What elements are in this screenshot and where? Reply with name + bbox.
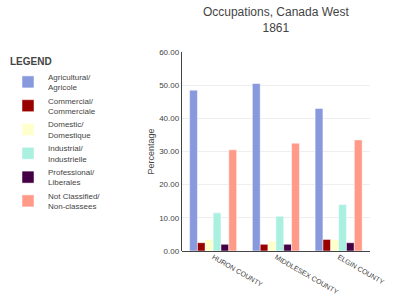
svg-text:20.00: 20.00 <box>159 180 180 189</box>
svg-text:Domestic/Domestique: Domestic/Domestique <box>48 120 91 139</box>
svg-text:50.00: 50.00 <box>159 81 180 90</box>
svg-text:HURON COUNTY: HURON COUNTY <box>211 253 264 288</box>
svg-text:0.00: 0.00 <box>164 247 180 256</box>
svg-text:ELGIN COUNTY: ELGIN COUNTY <box>336 253 385 285</box>
svg-text:Not Classified/Non-classees: Not Classified/Non-classees <box>48 192 100 211</box>
svg-text:MIDDLESEX COUNTY: MIDDLESEX COUNTY <box>274 253 340 295</box>
svg-text:LEGEND: LEGEND <box>10 56 52 67</box>
svg-text:60.00: 60.00 <box>159 48 180 57</box>
svg-text:30.00: 30.00 <box>159 147 180 156</box>
svg-text:Agricultural/Agricole: Agricultural/Agricole <box>48 73 91 92</box>
svg-text:Commercial/Commerciale: Commercial/Commerciale <box>48 97 96 116</box>
svg-text:Industrial/Industrielle: Industrial/Industrielle <box>48 144 87 163</box>
svg-text:10.00: 10.00 <box>159 214 180 223</box>
svg-text:40.00: 40.00 <box>159 114 180 123</box>
svg-text:Occupations, Canada West1861: Occupations, Canada West1861 <box>203 5 350 35</box>
svg-text:Professional/Liberales: Professional/Liberales <box>48 168 95 187</box>
svg-text:Percentage: Percentage <box>146 128 156 174</box>
